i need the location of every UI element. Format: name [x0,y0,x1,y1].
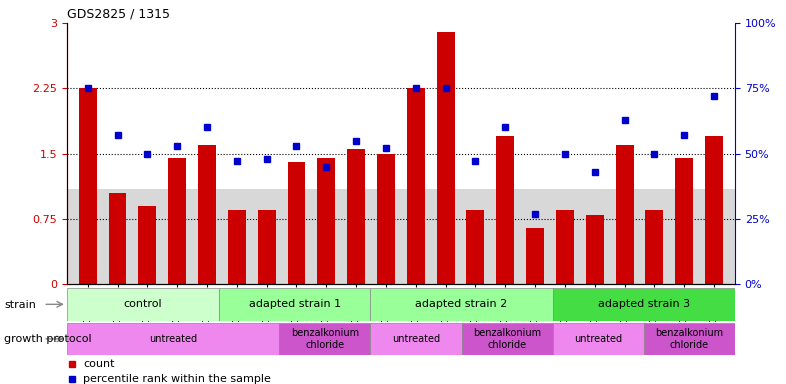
Bar [553,288,735,321]
Bar [615,145,634,284]
Text: growth protocol: growth protocol [4,334,91,344]
Bar [108,193,127,284]
Bar [407,88,424,284]
Bar [258,210,276,284]
Text: adapted strain 1: adapted strain 1 [248,299,340,310]
Bar [377,154,395,284]
Bar [219,288,370,321]
Bar [347,149,365,284]
Text: untreated: untreated [149,334,197,344]
Text: benzalkonium
chloride: benzalkonium chloride [473,328,542,350]
Bar [279,323,370,355]
Text: control: control [123,299,162,310]
Bar [437,32,454,284]
Bar [675,158,693,284]
Bar [586,215,604,284]
Bar [461,323,553,355]
Text: benzalkonium
chloride: benzalkonium chloride [291,328,359,350]
Text: benzalkonium
chloride: benzalkonium chloride [656,328,723,350]
Bar [288,162,306,284]
Bar [466,210,484,284]
Bar [553,323,644,355]
Text: untreated: untreated [575,334,623,344]
Text: untreated: untreated [392,334,440,344]
Text: percentile rank within the sample: percentile rank within the sample [83,374,271,384]
Bar [556,210,574,284]
Bar [318,158,336,284]
Bar [526,228,544,284]
Text: adapted strain 2: adapted strain 2 [416,299,508,310]
Text: strain: strain [4,300,36,310]
Bar [705,136,723,284]
Bar [198,145,216,284]
Bar [370,323,461,355]
Bar [370,288,553,321]
Text: count: count [83,359,115,369]
Bar [67,288,219,321]
Bar [228,210,246,284]
Bar [67,189,735,284]
Text: GDS2825 / 1315: GDS2825 / 1315 [67,7,170,20]
Bar [496,136,514,284]
Bar [168,158,186,284]
Bar [644,323,735,355]
Bar [79,88,97,284]
Bar [645,210,663,284]
Text: adapted strain 3: adapted strain 3 [597,299,690,310]
Bar [67,323,279,355]
Bar [138,206,156,284]
